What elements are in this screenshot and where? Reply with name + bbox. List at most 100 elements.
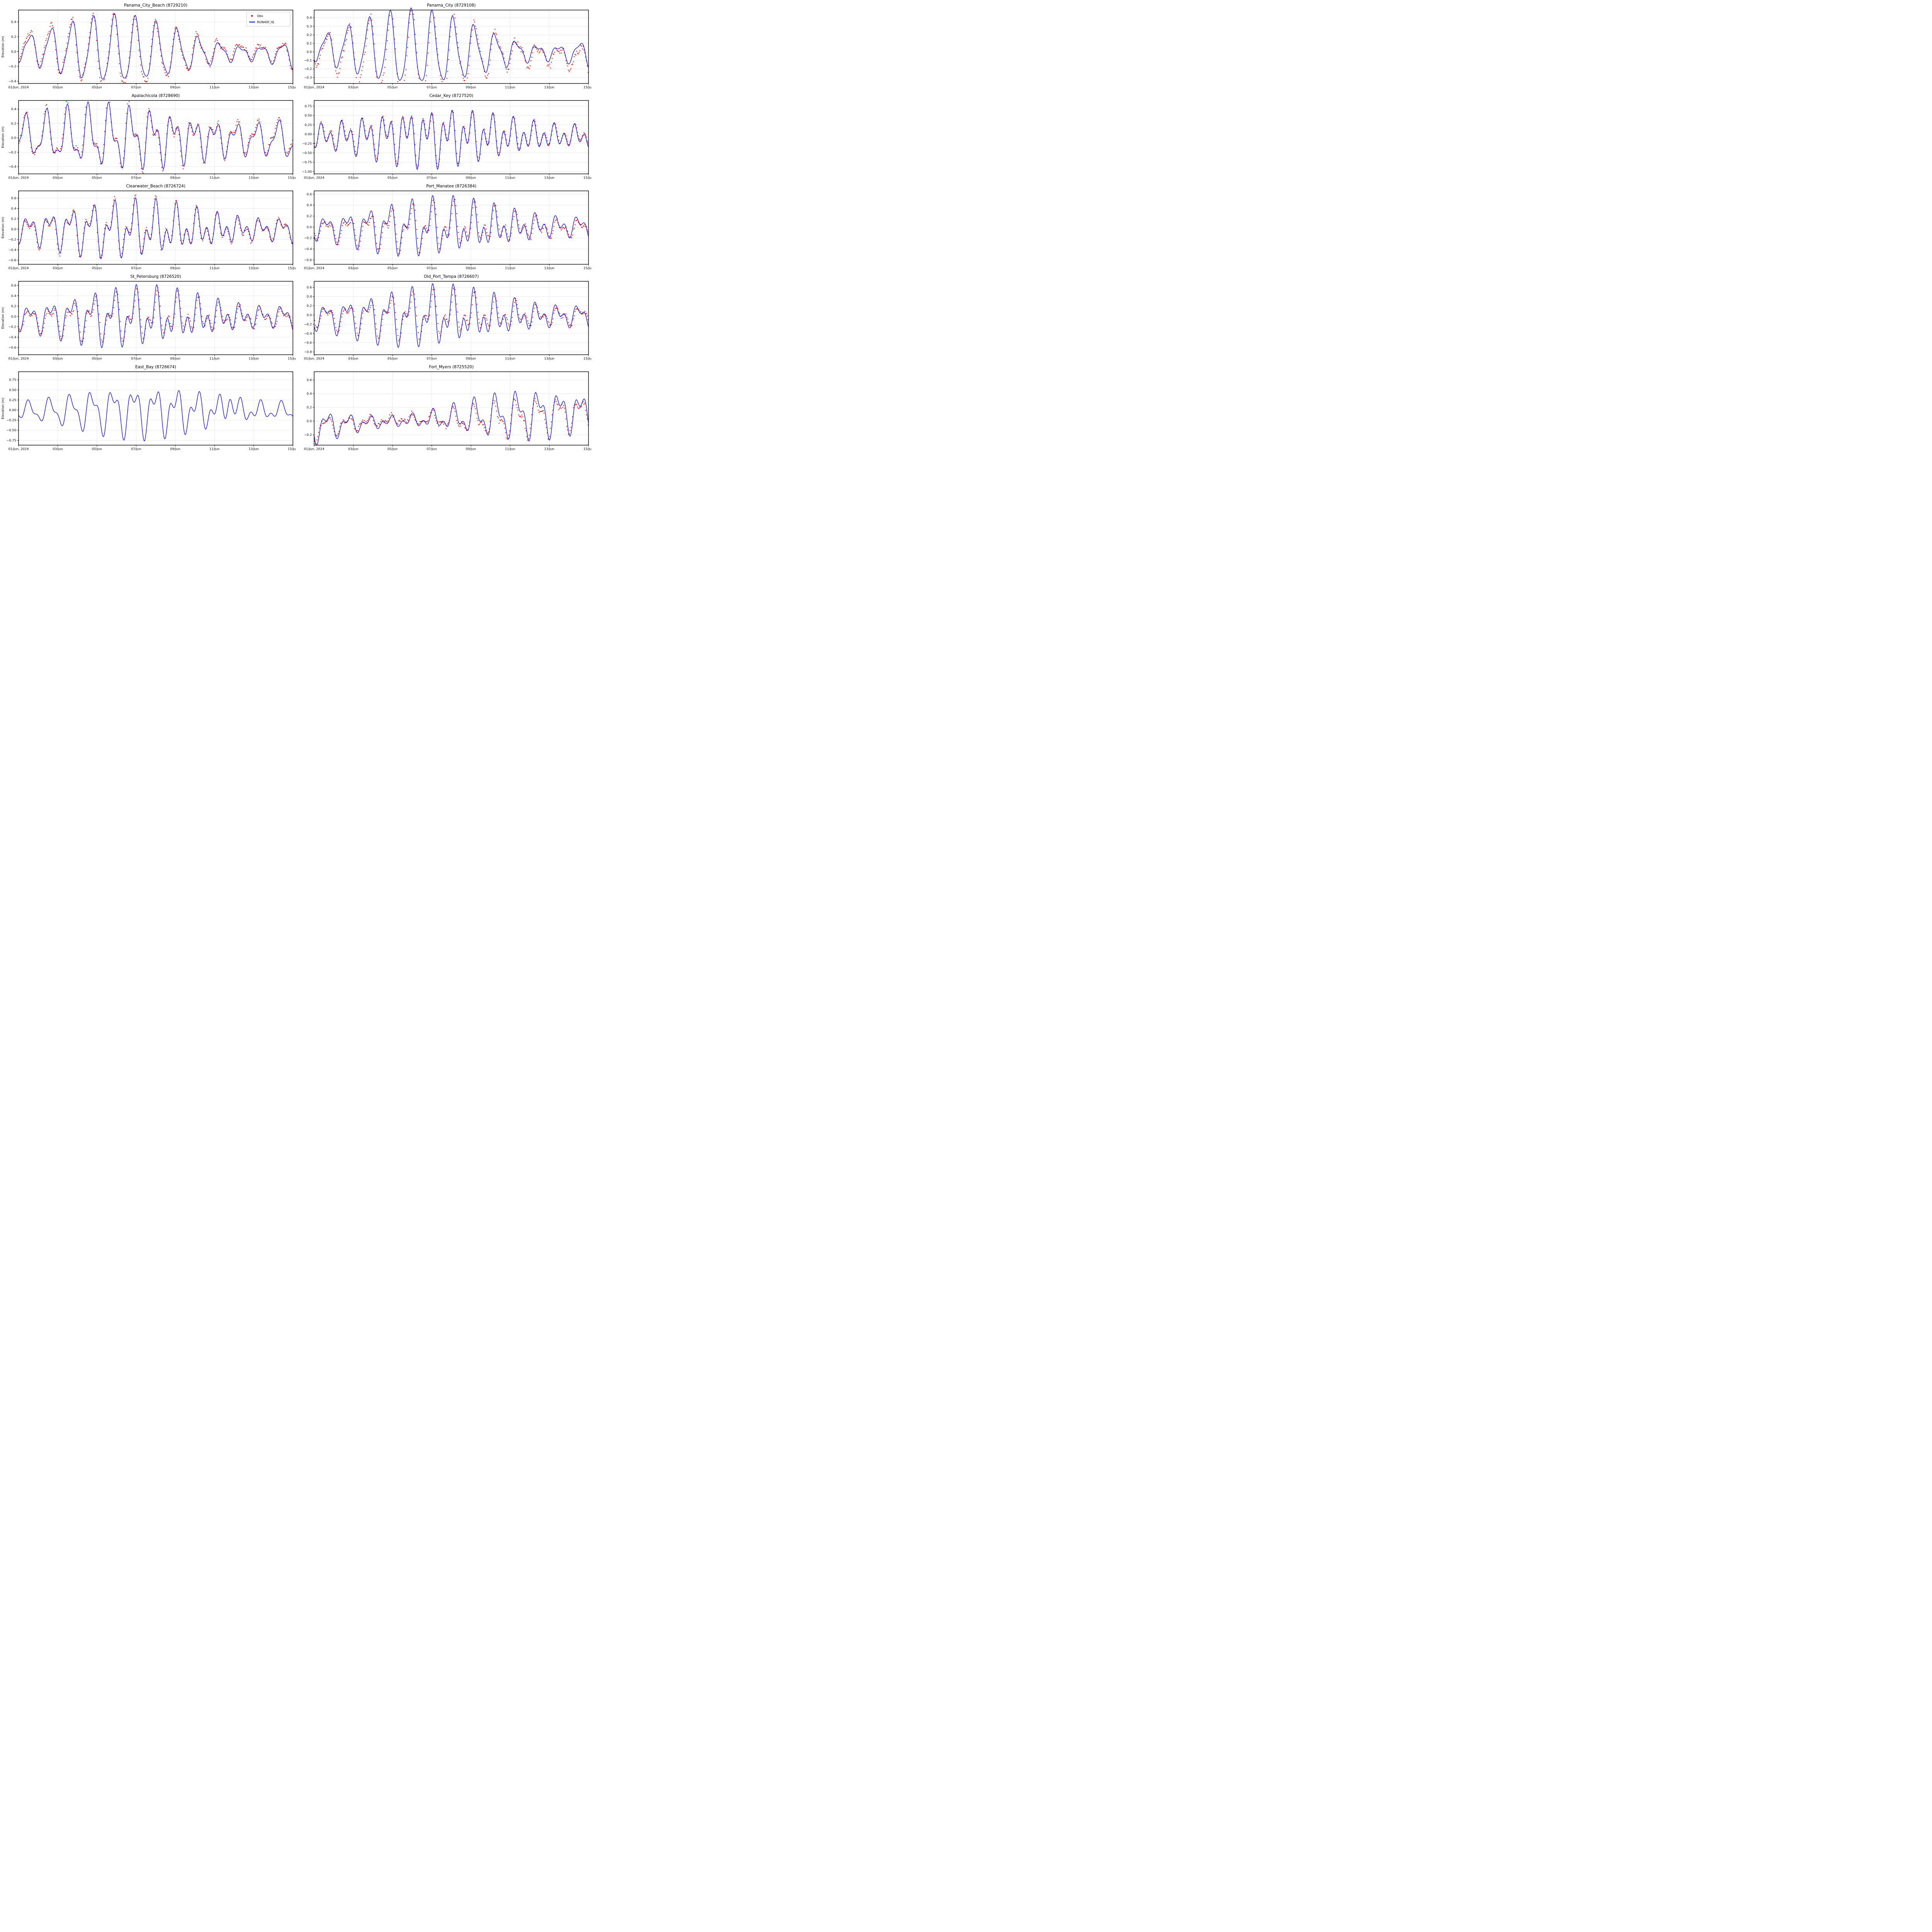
obs-point	[168, 316, 170, 317]
obs-point	[389, 414, 390, 415]
obs-point	[70, 24, 71, 25]
obs-point	[230, 131, 231, 132]
obs-point	[87, 49, 88, 51]
obs-point	[353, 423, 354, 425]
obs-point	[160, 55, 162, 56]
obs-point	[416, 229, 417, 230]
plot-frame	[314, 371, 589, 446]
obs-point	[220, 138, 221, 139]
obs-point	[120, 166, 122, 168]
obs-point	[129, 318, 131, 320]
x-tick-label: 05/Jun	[388, 447, 398, 451]
x-tick-label: 11/Jun	[505, 447, 515, 451]
obs-point	[372, 134, 374, 136]
obs-point	[447, 423, 448, 425]
x-tick-label: 15/Jun	[288, 357, 296, 361]
obs-point	[29, 34, 30, 35]
obs-point	[439, 248, 440, 249]
obs-point	[135, 294, 136, 296]
obs-point	[338, 72, 340, 73]
obs-point	[240, 46, 241, 47]
obs-point	[487, 432, 488, 434]
obs-point	[58, 321, 59, 322]
obs-point	[443, 230, 444, 231]
obs-point	[435, 26, 436, 27]
obs-point	[579, 407, 581, 408]
obs-point	[463, 423, 464, 424]
obs-point	[488, 325, 489, 326]
obs-point	[578, 138, 580, 139]
obs-point	[270, 239, 271, 240]
plot-title: Fort_Myers (8725520)	[429, 365, 474, 369]
obs-point	[394, 144, 395, 145]
obs-point	[579, 50, 581, 51]
obs-point	[418, 78, 420, 79]
obs-point	[560, 408, 562, 409]
obs-point	[154, 309, 155, 311]
obs-point	[361, 317, 362, 319]
obs-point	[387, 420, 389, 422]
obs-point	[133, 197, 135, 199]
y-tick-label: −0.2	[9, 65, 16, 68]
obs-point	[42, 330, 43, 332]
obs-point	[485, 430, 486, 431]
obs-point	[36, 242, 37, 243]
obs-point	[476, 206, 477, 208]
obs-point	[218, 121, 219, 122]
obs-point	[555, 308, 556, 309]
obs-point	[521, 47, 523, 48]
obs-point	[234, 327, 235, 328]
obs-point	[201, 238, 202, 239]
obs-point	[325, 38, 327, 39]
obs-point	[233, 132, 235, 133]
obs-point	[354, 146, 355, 147]
obs-point	[512, 317, 513, 318]
x-tick-label: 01/Jun, 2024	[304, 176, 325, 180]
obs-point	[484, 314, 485, 316]
obs-point	[501, 235, 502, 236]
obs-point	[173, 33, 175, 34]
obs-point	[393, 134, 395, 135]
model-line	[18, 197, 293, 259]
obs-point	[528, 323, 529, 324]
obs-point	[325, 41, 326, 43]
obs-point	[573, 56, 575, 57]
obs-point	[468, 73, 469, 74]
obs-point	[364, 54, 365, 55]
x-tick-label: 11/Jun	[505, 85, 515, 89]
obs-point	[482, 231, 483, 233]
obs-point	[363, 310, 364, 312]
obs-point	[262, 47, 264, 48]
obs-point	[79, 256, 80, 257]
obs-point	[575, 54, 577, 56]
y-tick-label: −0.4	[304, 332, 312, 335]
obs-point	[417, 166, 418, 168]
obs-point	[182, 168, 184, 170]
obs-point	[395, 153, 396, 155]
obs-point	[513, 305, 514, 307]
obs-point	[493, 32, 494, 34]
obs-point	[362, 66, 363, 67]
obs-point	[155, 294, 157, 296]
obs-point	[343, 222, 345, 223]
obs-point	[529, 325, 530, 326]
plot-panama-city: Panama_City (8729108) 01/Jun, 2024 03/Jun…	[304, 3, 591, 89]
obs-point	[342, 313, 343, 315]
obs-point	[526, 67, 527, 68]
obs-point	[410, 10, 412, 12]
obs-point	[243, 46, 244, 48]
y-tick-label: 0.4	[11, 20, 16, 24]
obs-point	[427, 230, 428, 231]
obs-point	[502, 53, 504, 55]
obs-point	[386, 422, 388, 423]
obs-point	[460, 61, 461, 62]
obs-point	[24, 314, 26, 315]
obs-point	[147, 316, 149, 318]
obs-point	[565, 60, 567, 61]
obs-point	[77, 61, 78, 63]
x-tick-label: 01/Jun, 2024	[9, 176, 29, 180]
obs-point	[154, 21, 155, 22]
obs-point	[521, 414, 523, 416]
obs-point	[549, 436, 550, 437]
x-tick-label: 13/Jun	[544, 85, 554, 89]
